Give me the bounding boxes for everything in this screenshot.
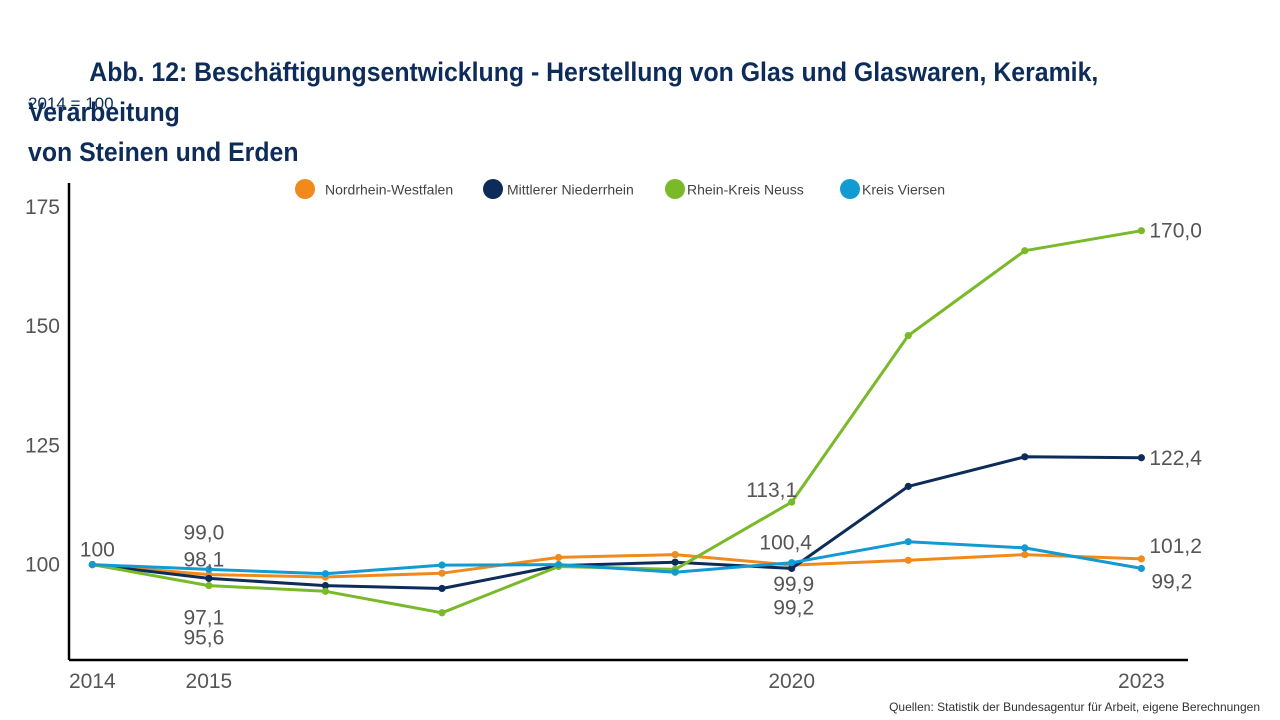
data-label: 95,6 — [183, 627, 224, 650]
data-label: 99,9 — [773, 573, 814, 596]
legend-label: Kreis Viersen — [862, 182, 945, 198]
data-label: 170,0 — [1149, 220, 1202, 243]
data-point — [904, 538, 912, 546]
data-point — [1137, 227, 1145, 235]
series-line — [90, 540, 1143, 576]
y-tick-label: 175 — [25, 196, 60, 219]
data-label: 100 — [80, 539, 115, 562]
y-tick-label: 150 — [25, 315, 60, 338]
data-point — [554, 553, 563, 562]
data-label: 97,1 — [183, 606, 224, 629]
data-point — [1021, 453, 1029, 461]
data-point — [788, 498, 796, 506]
data-point — [788, 564, 796, 573]
y-tick-label: 125 — [25, 434, 60, 457]
x-tick-label: 2015 — [186, 670, 233, 693]
data-point — [438, 609, 446, 617]
data-label: 113,1 — [746, 479, 797, 502]
data-point — [1137, 555, 1145, 563]
data-point — [205, 565, 213, 573]
data-point — [321, 581, 330, 590]
x-tick-label: 2023 — [1118, 670, 1165, 693]
legend-label: Nordrhein-Westfalen — [325, 182, 453, 198]
source-note: Quellen: Statistik der Bundesagentur für… — [889, 700, 1260, 714]
data-point — [904, 482, 912, 490]
data-label: 100,4 — [759, 532, 812, 555]
data-point — [438, 569, 446, 577]
data-point — [321, 587, 330, 595]
chart-title-line1: Abb. 12: Beschäftigungsentwicklung - Her… — [28, 57, 1099, 127]
data-label: 98,1 — [183, 549, 224, 572]
legend-marker — [295, 179, 315, 199]
data-point — [1021, 550, 1029, 559]
data-point — [1021, 247, 1029, 255]
data-point — [438, 561, 446, 569]
data-label: 122,4 — [1149, 447, 1202, 470]
data-point — [1137, 454, 1145, 462]
data-label: 101,2 — [1149, 535, 1202, 558]
data-point — [88, 561, 96, 569]
data-label: 99,0 — [183, 521, 224, 544]
data-point — [1137, 564, 1145, 573]
data-point — [671, 558, 679, 566]
x-tick-label: 2014 — [69, 670, 116, 693]
data-point — [554, 561, 563, 569]
chart-title-line2: von Steinen und Erden — [28, 137, 299, 167]
series-line — [90, 455, 1143, 590]
data-point — [438, 584, 446, 593]
legend-marker — [840, 179, 860, 199]
data-point — [1021, 544, 1029, 552]
x-tick-label: 2020 — [768, 670, 815, 693]
legend-marker — [483, 179, 503, 199]
data-point — [904, 332, 912, 340]
chart-subtitle: 2014 = 100 — [28, 94, 114, 113]
data-label: 99,2 — [1151, 570, 1192, 593]
data-point — [205, 581, 213, 590]
data-point — [788, 559, 796, 567]
legend-label: Mittlerer Niederrhein — [507, 182, 634, 198]
legend-marker — [665, 179, 685, 199]
data-point — [205, 574, 213, 583]
data-point — [671, 550, 679, 559]
data-point — [671, 568, 679, 576]
y-tick-label: 100 — [25, 554, 60, 577]
data-point — [321, 570, 330, 578]
chart-title: Abb. 12: Beschäftigungsentwicklung - Her… — [28, 52, 1160, 172]
series-line — [90, 553, 1143, 579]
data-label: 99,2 — [773, 596, 814, 619]
data-point — [904, 556, 912, 564]
legend-label: Rhein-Kreis Neuss — [687, 182, 804, 198]
